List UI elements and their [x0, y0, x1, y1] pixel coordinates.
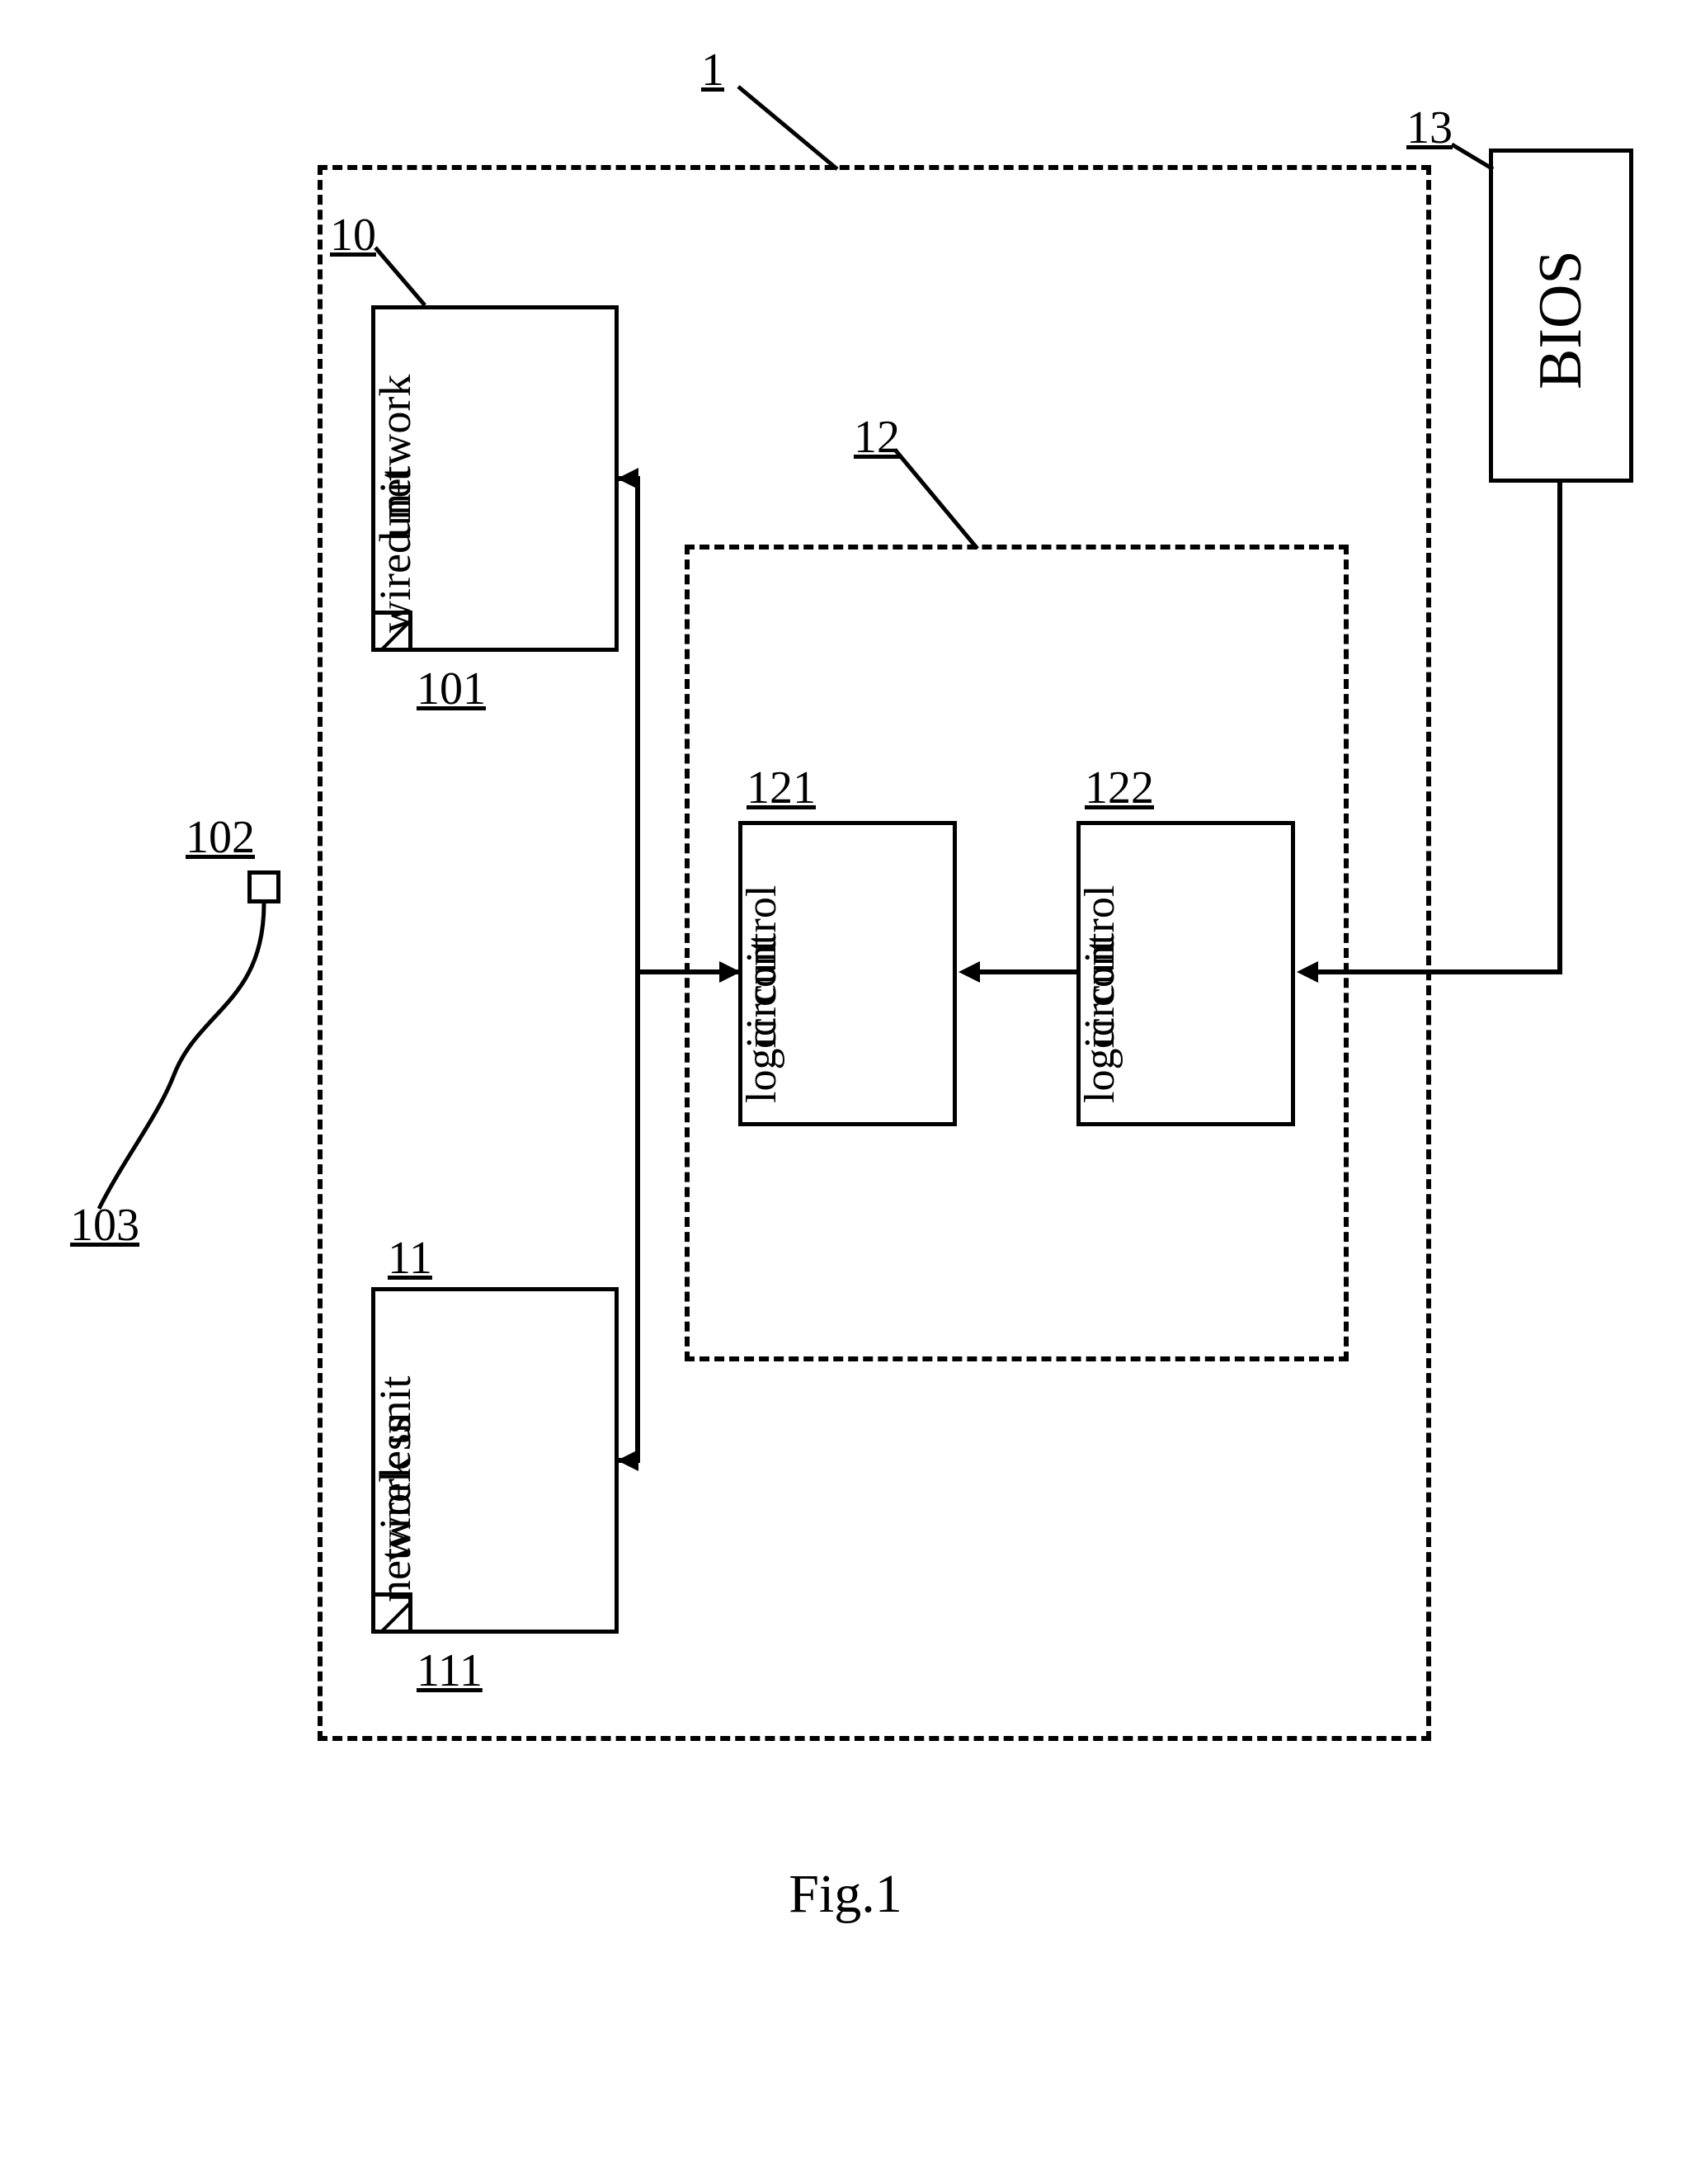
ref-wired-reg: 101	[417, 664, 486, 715]
ref-cable: 103	[70, 1200, 139, 1252]
leader-inner-12	[895, 450, 994, 549]
cable-103	[99, 903, 280, 1209]
wire-to-wired-h2	[619, 476, 640, 481]
arrow-l2-l1	[959, 961, 980, 983]
plug-102	[247, 870, 280, 903]
wire-bios-horz	[1317, 969, 1562, 974]
wire-tee-vert	[635, 479, 640, 1460]
wired-register-notch	[371, 611, 412, 652]
arrow-tee-into-logic1	[719, 961, 741, 983]
ref-wireless: 11	[388, 1234, 432, 1285]
ref-bios: 13	[1406, 103, 1453, 154]
arrow-into-wireless	[617, 1450, 638, 1471]
wired-label-2: unit	[371, 330, 751, 677]
wire-l2-l1	[978, 969, 1077, 974]
logic2-label-2: circuit	[1076, 842, 1409, 1147]
ref-wired: 10	[330, 210, 376, 262]
figure-page: 1 12 wired network unit 101 10 wireless …	[0, 0, 1691, 2184]
ref-logic2: 122	[1085, 763, 1154, 814]
ref-wireless-reg: 111	[417, 1646, 483, 1697]
ref-outer-1: 1	[701, 45, 724, 97]
wireless-register-notch	[371, 1592, 412, 1634]
wireless-label-2: network unit	[371, 1316, 751, 1663]
wire-bios-vert	[1557, 483, 1562, 974]
ref-logic1: 121	[747, 763, 816, 814]
leader-wired-10	[375, 248, 441, 305]
logic1-label-2: circuit	[738, 842, 1071, 1147]
bios-label: BIOS	[1489, 153, 1633, 487]
figure-caption: Fig.1	[0, 1865, 1691, 1925]
arrow-into-logic2	[1297, 961, 1318, 983]
ref-plug: 102	[186, 813, 255, 864]
leader-outer-1	[738, 87, 854, 169]
leader-bios-13	[1452, 144, 1501, 177]
ref-inner-12: 12	[854, 413, 900, 464]
